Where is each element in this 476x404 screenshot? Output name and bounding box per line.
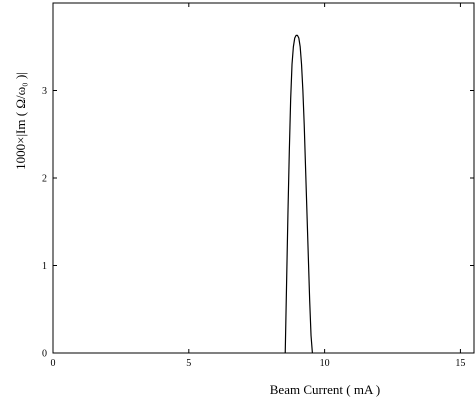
x-tick-label: 0 <box>51 358 56 369</box>
y-tick-label: 1 <box>42 261 47 272</box>
series-line-0 <box>284 34 313 354</box>
y-axis-label: 1000×|Im ( Ω/ω₀ )| <box>13 72 28 170</box>
x-tick-label: 15 <box>455 358 465 369</box>
y-tick-label: 3 <box>42 86 47 97</box>
x-tick-label: 5 <box>186 358 191 369</box>
plot-border <box>52 2 475 354</box>
plot-frame <box>52 2 475 354</box>
x-tick-label: 10 <box>320 358 330 369</box>
x-axis-ticks: 0 5 10 15 <box>51 3 465 369</box>
y-axis-ticks: 0 1 2 3 <box>42 86 474 360</box>
x-axis-label: Beam Current ( mA ) <box>270 382 380 397</box>
series-group <box>284 34 313 354</box>
y-tick-label: 0 <box>42 349 47 360</box>
y-tick-label: 2 <box>42 174 47 185</box>
